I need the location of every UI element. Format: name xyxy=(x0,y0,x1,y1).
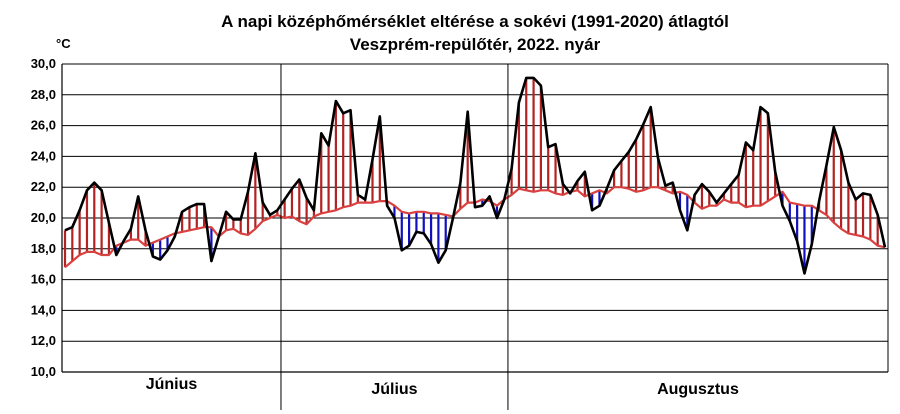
grid xyxy=(62,63,888,373)
y-tick-label: 20,0 xyxy=(31,210,56,225)
y-axis-unit: °C xyxy=(56,36,71,51)
y-tick-label: 28,0 xyxy=(31,87,56,102)
month-label: Július xyxy=(371,381,417,398)
month-label: Június xyxy=(146,376,198,393)
y-tick-label: 12,0 xyxy=(31,333,56,348)
axes xyxy=(61,64,889,410)
month-labels: Június Július Augusztus xyxy=(146,376,739,398)
y-tick-label: 22,0 xyxy=(31,179,56,194)
y-tick-label: 24,0 xyxy=(31,148,56,163)
y-tick-label: 18,0 xyxy=(31,241,56,256)
y-tick-label: 14,0 xyxy=(31,302,56,317)
y-tick-label: 30,0 xyxy=(31,56,56,71)
series-lines xyxy=(64,76,887,275)
y-tick-label: 16,0 xyxy=(31,272,56,287)
month-label: Augusztus xyxy=(657,381,739,398)
y-tick-labels: 10,0 12,0 14,0 16,0 18,0 20,0 22,0 24,0 26,0 28,0… xyxy=(31,56,56,379)
daily-mean-line xyxy=(64,76,887,275)
chart-title: A napi középhőmérséklet eltérése a sokév… xyxy=(221,12,729,31)
y-tick-label: 10,0 xyxy=(31,364,56,379)
chart-subtitle: Veszprém-repülőtér, 2022. nyár xyxy=(350,35,601,54)
y-tick-label: 26,0 xyxy=(31,118,56,133)
